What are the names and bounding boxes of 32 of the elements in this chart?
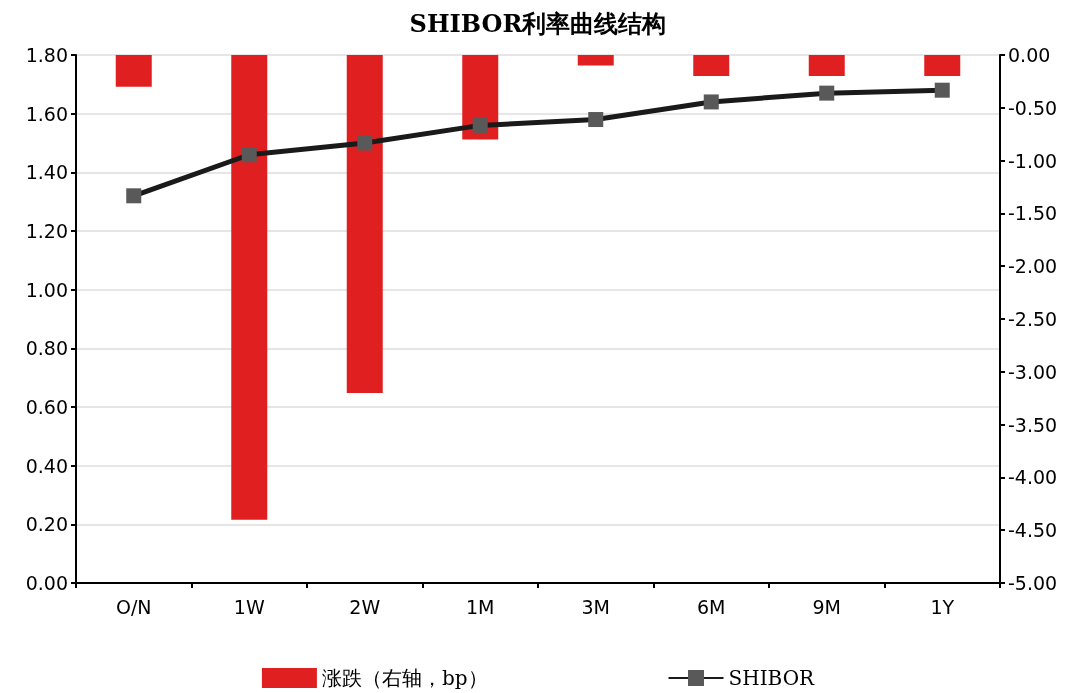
x-tick-label: 3M [581, 595, 610, 618]
y2-tick-label: -1.50 [1008, 202, 1058, 225]
legend-label: 涨跌（右轴，bp） [321, 666, 488, 690]
y2-tick-label: -5.00 [1008, 572, 1058, 594]
y-tick-label: 0.60 [25, 396, 68, 418]
y-tick-label: 0.80 [25, 337, 68, 360]
x-tick-label: 1W [233, 595, 265, 618]
y-tick-label: 1.00 [25, 278, 68, 301]
y2-tick-label: -3.00 [1008, 360, 1058, 383]
y2-tick-label: -4.00 [1008, 466, 1058, 489]
x-tick-label: 9M [812, 595, 841, 618]
x-tick-label: 1M [466, 595, 495, 618]
y-tick-label: 0.20 [25, 513, 68, 536]
y2-tick-label: -3.50 [1008, 413, 1058, 436]
legend-label: SHIBOR [728, 666, 816, 690]
y-tick-label: 1.60 [25, 102, 68, 125]
x-tick-label: 2W [349, 595, 381, 618]
chart-title: SHIBOR利率曲线结构 [409, 8, 667, 38]
y-tick-label: 1.40 [25, 161, 68, 184]
x-tick-label: 1Y [930, 595, 955, 618]
y-tick-label: 0.40 [25, 454, 68, 477]
x-tick-label: O/N [115, 595, 152, 618]
y2-tick-label: -1.00 [1008, 149, 1058, 172]
y2-tick-label: -0.50 [1008, 96, 1058, 119]
y-tick-label: 0.00 [25, 572, 68, 594]
y2-tick-label: -2.50 [1008, 308, 1058, 330]
x-tick-label: 6M [697, 595, 726, 618]
y2-tick-label: 0.00 [1008, 44, 1051, 66]
y2-tick-label: -2.00 [1008, 255, 1058, 278]
y-tick-label: 1.80 [25, 44, 68, 66]
y2-tick-label: -4.50 [1008, 519, 1058, 542]
y-tick-label: 1.20 [25, 220, 68, 242]
